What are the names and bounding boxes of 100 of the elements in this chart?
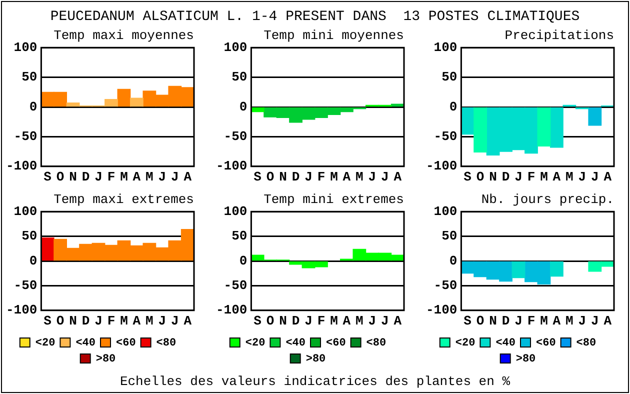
x-tick-label: J bbox=[514, 169, 522, 184]
y-tick-label: 50 bbox=[232, 70, 248, 85]
x-tick-label: N bbox=[489, 313, 497, 328]
x-tick-label: J bbox=[590, 313, 599, 328]
x-tick-label: F bbox=[107, 169, 116, 184]
x-tick-label: N bbox=[279, 313, 287, 328]
chart-title: Precipitations bbox=[504, 28, 614, 44]
legend-label: <80 bbox=[576, 337, 596, 350]
text: PEUCEDANUM ALSATICUM L. 1-4 PRESENT DANS 13 POSTES CLIMATIQUES bbox=[49, 9, 581, 25]
y-tick-label: 100 bbox=[434, 40, 458, 55]
x-tick-label: O bbox=[56, 313, 64, 328]
chart-title: Temp maxi moyennes bbox=[54, 28, 194, 44]
bar bbox=[130, 98, 144, 107]
x-tick-label: D bbox=[292, 169, 300, 184]
y-tick-label: 0 bbox=[239, 253, 248, 268]
y-tick-label: 100 bbox=[224, 40, 248, 55]
x-tick-label: J bbox=[94, 169, 102, 184]
text: Echelles des valeurs indicatrices des plantes en % bbox=[118, 374, 512, 389]
x-tick-label: S bbox=[44, 313, 52, 328]
x-tick-label: M bbox=[356, 313, 364, 328]
legend-label: >80 bbox=[306, 353, 326, 366]
x-tick-label: J bbox=[578, 169, 586, 184]
x-tick-label: J bbox=[514, 313, 522, 328]
x-tick-label: J bbox=[368, 169, 376, 184]
chart-title: Temp mini moyennes bbox=[264, 28, 404, 44]
x-tick-label: J bbox=[304, 169, 312, 184]
x-tick-label: F bbox=[107, 313, 116, 328]
y-tick-label: -50 bbox=[14, 278, 38, 293]
legend-label: <60 bbox=[326, 337, 346, 350]
y-tick-label: 0 bbox=[449, 253, 458, 268]
y-tick-label: -100 bbox=[216, 302, 248, 318]
x-tick-label: N bbox=[489, 169, 497, 184]
x-tick-label: A bbox=[342, 169, 351, 184]
x-tick-label: A bbox=[604, 313, 612, 328]
x-tick-label: A bbox=[342, 313, 351, 328]
y-tick-label: 100 bbox=[14, 40, 38, 55]
x-tick-label: M bbox=[330, 313, 338, 328]
x-tick-label: M bbox=[540, 313, 548, 328]
x-tick-label: S bbox=[44, 169, 52, 184]
chart-title: Temp maxi extremes bbox=[54, 192, 194, 208]
x-tick-label: M bbox=[120, 169, 128, 184]
x-tick-label: J bbox=[590, 169, 599, 184]
x-tick-label: M bbox=[146, 313, 154, 328]
x-tick-label: A bbox=[132, 313, 141, 328]
x-tick-label: M bbox=[120, 313, 128, 328]
x-tick-label: M bbox=[146, 169, 154, 184]
x-tick-label: F bbox=[527, 313, 536, 328]
x-tick-label: A bbox=[552, 169, 561, 184]
y-tick-label: 0 bbox=[29, 253, 38, 268]
x-tick-label: N bbox=[279, 169, 287, 184]
legend-label: <80 bbox=[156, 337, 176, 350]
x-tick-label: J bbox=[158, 313, 166, 328]
x-tick-label: F bbox=[527, 169, 536, 184]
x-tick-label: D bbox=[292, 313, 300, 328]
legend-label: <20 bbox=[245, 337, 266, 350]
y-tick-label: 50 bbox=[22, 228, 38, 244]
x-tick-label: J bbox=[170, 313, 179, 328]
x-tick-label: O bbox=[476, 313, 484, 328]
x-tick-label: F bbox=[317, 169, 326, 184]
y-tick-label: -50 bbox=[224, 278, 248, 293]
x-tick-label: M bbox=[566, 313, 574, 328]
x-tick-label: A bbox=[132, 169, 141, 184]
x-tick-label: S bbox=[254, 169, 262, 184]
y-tick-label: 0 bbox=[239, 99, 248, 114]
legend-label: <40 bbox=[496, 337, 516, 350]
x-tick-label: J bbox=[158, 169, 166, 184]
y-tick-label: 50 bbox=[442, 70, 458, 85]
x-tick-label: O bbox=[266, 169, 274, 184]
y-tick-label: -50 bbox=[434, 278, 458, 293]
x-tick-label: D bbox=[82, 313, 90, 328]
y-tick-label: 0 bbox=[29, 99, 38, 114]
x-tick-label: O bbox=[476, 169, 484, 184]
bar bbox=[117, 88, 131, 107]
legend-label: >80 bbox=[516, 353, 536, 366]
legend-label: <80 bbox=[366, 337, 386, 350]
x-tick-label: N bbox=[69, 169, 77, 184]
x-tick-label: F bbox=[317, 313, 326, 328]
x-tick-label: A bbox=[394, 313, 402, 328]
x-tick-label: D bbox=[502, 313, 510, 328]
x-tick-label: M bbox=[566, 169, 574, 184]
x-tick-label: J bbox=[304, 313, 312, 328]
y-tick-label: 0 bbox=[449, 99, 458, 114]
x-tick-label: J bbox=[380, 169, 389, 184]
x-tick-label: M bbox=[540, 169, 548, 184]
x-tick-label: O bbox=[266, 313, 274, 328]
legend-label: <40 bbox=[76, 337, 96, 350]
x-tick-label: A bbox=[184, 169, 192, 184]
x-tick-label: S bbox=[254, 313, 262, 328]
y-tick-label: -50 bbox=[224, 128, 248, 144]
x-tick-label: J bbox=[380, 313, 389, 328]
x-tick-label: M bbox=[330, 169, 338, 184]
x-tick-label: J bbox=[578, 313, 586, 328]
x-tick-label: M bbox=[356, 169, 364, 184]
y-tick-label: 100 bbox=[14, 204, 38, 219]
x-tick-label: S bbox=[464, 313, 472, 328]
y-tick-label: -50 bbox=[14, 128, 38, 144]
y-tick-label: -100 bbox=[6, 302, 38, 318]
x-tick-label: J bbox=[368, 313, 376, 328]
chart-title: Temp mini extremes bbox=[264, 192, 404, 208]
x-tick-label: A bbox=[184, 313, 192, 328]
